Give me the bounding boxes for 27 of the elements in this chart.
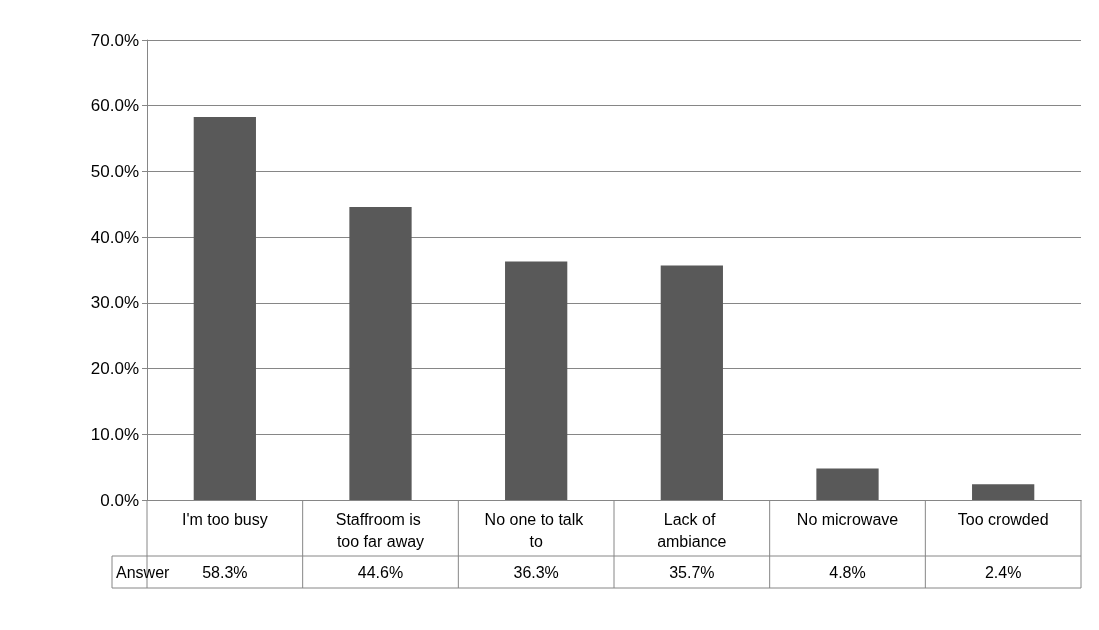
data-label: 36.3% [513,563,559,581]
y-tick-label: 70.0% [90,30,139,50]
data-label: 4.8% [829,563,866,581]
y-tick-label: 50.0% [90,161,139,181]
x-tick-label: I'm too busy [181,510,268,528]
x-tick-label: Too crowded [957,510,1049,528]
y-tick-label: 30.0% [90,293,139,313]
y-tick-label: 60.0% [90,96,139,116]
bar [972,484,1035,500]
y-tick-label: 20.0% [90,359,139,379]
data-label: 58.3% [202,563,248,581]
bar [349,206,412,500]
bar [505,261,568,500]
data-label: 44.6% [357,563,404,581]
x-tick-label: Lack of ambiance [657,510,727,550]
text: Answer [116,563,171,581]
bar [816,468,879,500]
bar [660,265,723,500]
x-tick-label: Staffroom is too far away [335,510,426,550]
x-tick-label: No microwave [796,510,899,528]
y-tick-label: 40.0% [90,227,139,247]
data-label: 2.4% [984,563,1022,581]
x-tick-label: No one to talk to [484,510,588,550]
bar [193,116,256,500]
data-label: 35.7% [669,563,715,581]
y-tick-label: 10.0% [90,424,139,444]
y-tick-label: 0.0% [100,490,139,510]
